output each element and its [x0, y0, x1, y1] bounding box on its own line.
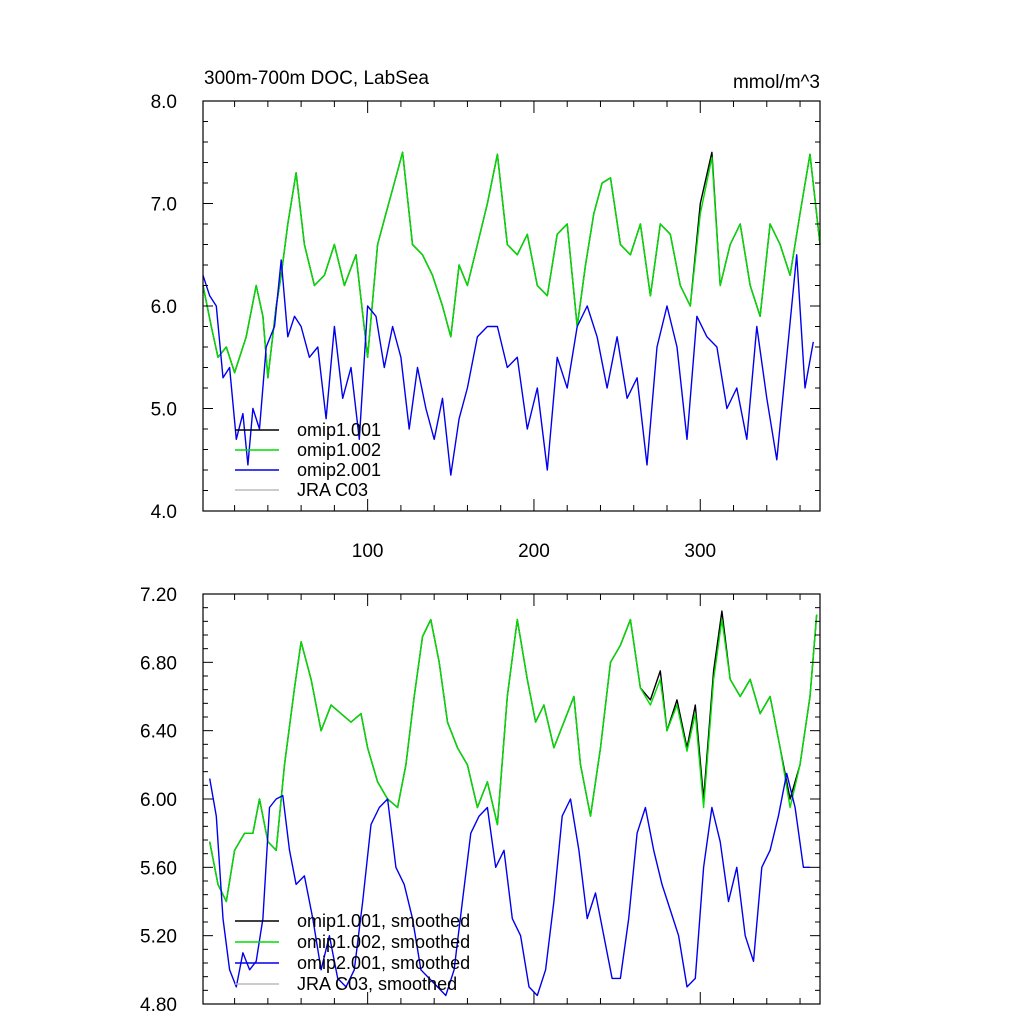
- x-tick-label: 300: [684, 541, 716, 562]
- x-tick-label: 200: [518, 541, 550, 562]
- chart-units: mmol/m^3: [733, 72, 820, 93]
- y-tick-label: 4.80: [140, 995, 177, 1016]
- y-tick-label: 6.00: [140, 790, 177, 811]
- y-tick-label: 5.0: [151, 400, 177, 421]
- y-tick-label: 5.20: [140, 927, 177, 948]
- legend-label: omip2.001, smoothed: [297, 953, 470, 973]
- series-line-2: [209, 614, 818, 903]
- y-tick-label: 8.0: [151, 92, 177, 113]
- top-series-lines: [202, 151, 821, 476]
- bottom-axis-ticks: 4.80 5.20 5.60 6.00 6.40 6.80 7.20: [140, 585, 820, 1016]
- legend-label: omip1.002, smoothed: [297, 932, 470, 952]
- legend-label: omip1.001, smoothed: [297, 911, 470, 931]
- chart-title: 300m-700m DOC, LabSea: [204, 68, 429, 89]
- y-tick-label: 7.0: [151, 195, 177, 216]
- y-tick-label: 6.0: [151, 297, 177, 318]
- top-plot-frame: [202, 100, 821, 512]
- y-tick-label: 4.0: [151, 502, 177, 523]
- legend-label: omip2.001: [297, 460, 381, 480]
- top-axis-ticks: 4.0 5.0 6.0 7.0 8.0 100 200 300: [151, 92, 820, 562]
- x-tick-label: 100: [352, 541, 384, 562]
- series-line-1: [202, 151, 821, 379]
- legend-label: JRA C03, smoothed: [297, 974, 457, 994]
- top-panel: 300m-700m DOC, LabSea mmol/m^3 4.0 5.0 6.0…: [151, 68, 821, 562]
- legend-label: JRA C03: [297, 480, 368, 500]
- y-tick-label: 5.60: [140, 858, 177, 879]
- legend-label: omip1.002: [297, 440, 381, 460]
- bottom-panel: 4.80 5.20 5.60 6.00 6.40 6.80 7.20 omip1.001, …: [140, 585, 821, 1016]
- legend-label: omip1.001: [297, 420, 381, 440]
- y-tick-label: 6.40: [140, 722, 177, 743]
- y-tick-label: 7.20: [140, 585, 177, 606]
- series-line-3: [209, 772, 810, 997]
- bottom-series-lines: [209, 610, 818, 997]
- y-tick-label: 6.80: [140, 653, 177, 674]
- series-line-3: [202, 254, 814, 476]
- series-line-2: [202, 151, 821, 379]
